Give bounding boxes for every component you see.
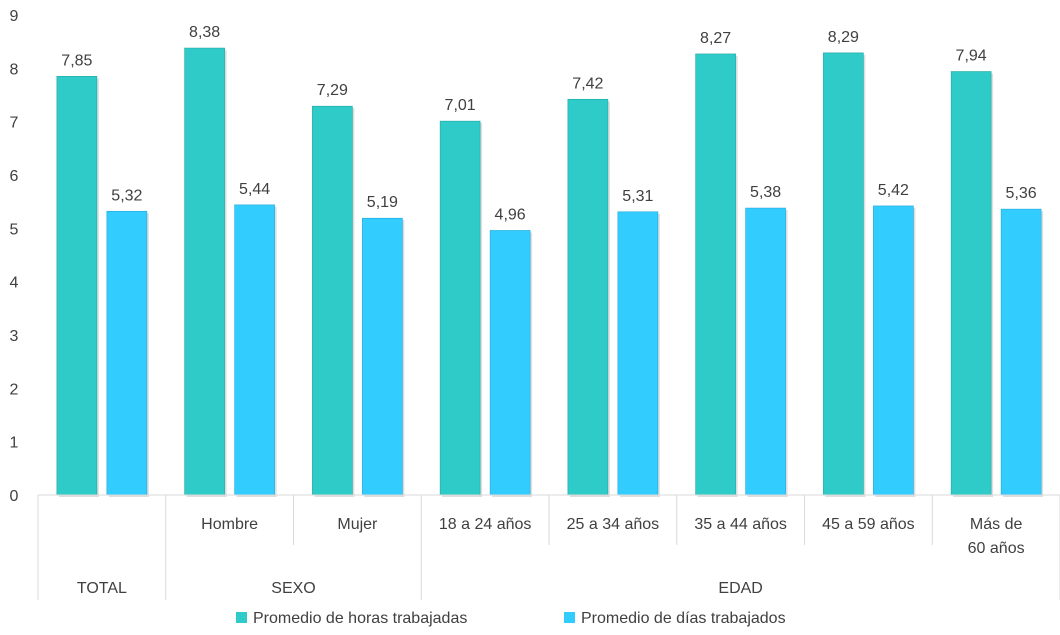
data-label: 5,19 xyxy=(367,194,398,211)
legend-label: Promedio de horas trabajadas xyxy=(253,610,467,627)
y-tick-label: 8 xyxy=(10,61,19,78)
category-label: Mujer xyxy=(337,516,378,533)
y-tick-label: 7 xyxy=(10,115,19,132)
y-tick-label: 3 xyxy=(10,328,19,345)
data-label: 7,42 xyxy=(572,75,603,92)
bar xyxy=(950,71,992,496)
bar xyxy=(234,204,275,496)
data-label: 8,27 xyxy=(700,30,731,47)
y-tick-label: 2 xyxy=(10,381,19,398)
category-label: 18 a 24 años xyxy=(439,516,532,533)
y-tick-label: 4 xyxy=(10,275,19,292)
y-tick-label: 6 xyxy=(10,168,19,185)
category-label: 25 a 34 años xyxy=(567,516,660,533)
data-label: 7,94 xyxy=(956,48,987,65)
group-label: EDAD xyxy=(718,580,762,597)
bar xyxy=(106,210,148,496)
category-label: 45 a 59 años xyxy=(822,516,915,533)
y-tick-label: 5 xyxy=(10,221,19,238)
bar xyxy=(439,120,481,496)
bar xyxy=(567,98,609,496)
legend-label: Promedio de días trabajados xyxy=(581,610,786,627)
bar xyxy=(184,47,225,496)
group-label: SEXO xyxy=(271,580,315,597)
bar xyxy=(1000,208,1042,496)
data-label: 5,38 xyxy=(750,184,781,201)
category-label: Más de xyxy=(970,516,1023,533)
data-label: 5,32 xyxy=(111,187,142,204)
y-tick-label: 9 xyxy=(10,8,19,25)
bar xyxy=(823,52,864,496)
bar xyxy=(745,207,786,496)
y-tick-label: 0 xyxy=(10,488,19,505)
legend-swatch xyxy=(236,612,247,623)
bar xyxy=(489,230,531,496)
data-label: 5,44 xyxy=(239,181,270,198)
group-label: TOTAL xyxy=(77,580,127,597)
legend-swatch xyxy=(564,612,575,623)
data-label: 4,96 xyxy=(495,206,526,223)
data-label: 7,85 xyxy=(61,52,92,69)
y-tick-label: 1 xyxy=(10,435,19,452)
bar xyxy=(312,105,353,496)
bar xyxy=(362,217,403,496)
data-label: 7,01 xyxy=(445,97,476,114)
data-label: 7,29 xyxy=(317,82,348,99)
bar xyxy=(56,76,98,496)
data-label: 5,31 xyxy=(622,188,653,205)
data-label: 5,42 xyxy=(878,182,909,199)
bar xyxy=(617,211,659,496)
data-label: 5,36 xyxy=(1006,185,1037,202)
bar xyxy=(695,53,736,496)
category-label: 35 a 44 años xyxy=(694,516,787,533)
data-label: 8,38 xyxy=(189,24,220,41)
category-label: Hombre xyxy=(201,516,258,533)
data-label: 8,29 xyxy=(828,29,859,46)
category-label-cont: 60 años xyxy=(968,540,1025,557)
bar xyxy=(873,205,914,496)
